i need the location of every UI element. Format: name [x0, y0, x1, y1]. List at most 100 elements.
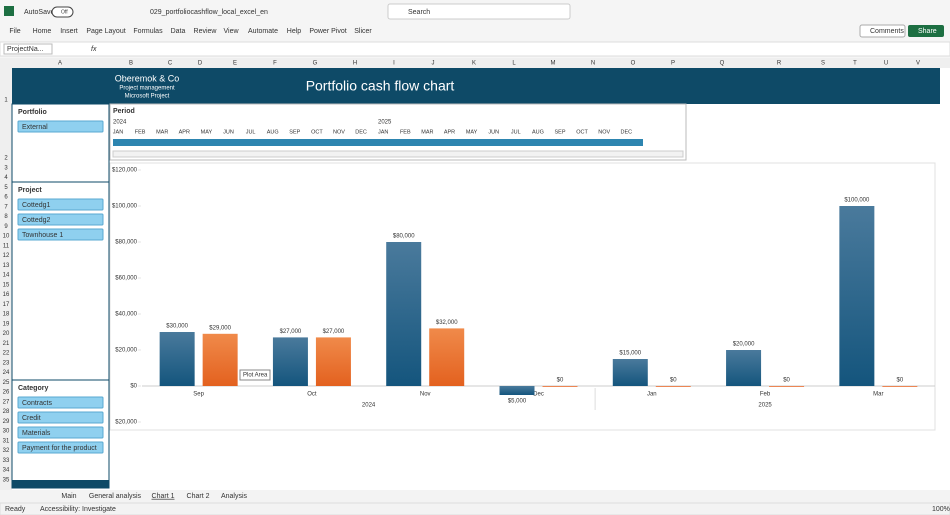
slicer-item[interactable] [17, 213, 104, 226]
row-header: 27 [3, 399, 10, 405]
x-group-label: 2024 [362, 403, 376, 409]
ribbon-tab[interactable]: Automate [248, 28, 278, 35]
column-header: A [58, 61, 62, 67]
slicer-item[interactable] [17, 426, 104, 439]
search-box[interactable] [387, 3, 571, 20]
data-label: $0 [670, 378, 677, 384]
timeline-month: JUL [246, 129, 256, 135]
sheet-title: Portfolio cash flow chart [306, 78, 455, 94]
x-tick-label: Jan [647, 392, 657, 398]
sheet-tab[interactable]: Main [61, 493, 76, 500]
slicer-item-label: Payment for the product [22, 445, 97, 452]
autosave-toggle[interactable] [51, 6, 74, 18]
timeline-bar [113, 139, 643, 146]
bar [769, 386, 805, 387]
timeline-month: DEC [620, 129, 632, 135]
ribbon-tab[interactable]: Formulas [133, 28, 163, 35]
timeline-month: MAY [466, 129, 478, 135]
slicer-item[interactable] [17, 120, 104, 133]
header-line2: Microsoft Project [125, 94, 170, 100]
tooltip-box [239, 369, 271, 381]
share: Share [918, 28, 937, 35]
slicer-item[interactable] [17, 441, 104, 454]
slicer-item-label: External [22, 124, 48, 131]
timeline-year: 2024 [113, 120, 127, 126]
ribbon-tab[interactable]: Help [287, 28, 302, 35]
sheet-tab[interactable]: General analysis [89, 493, 142, 500]
timeline-month: NOV [333, 129, 345, 135]
slicer-item-label: Materials [22, 430, 51, 437]
bar [315, 337, 351, 386]
row-header: 30 [3, 429, 10, 435]
column-header: G [313, 61, 318, 67]
x-tick-label: Mar [873, 392, 883, 398]
slicer-item[interactable] [17, 228, 104, 241]
row-header: 22 [3, 351, 10, 357]
share-button[interactable] [908, 25, 944, 37]
slicer-item[interactable] [17, 198, 104, 211]
ribbon-tab[interactable]: Insert [60, 28, 78, 35]
timeline-month: MAR [156, 129, 168, 135]
row-header: 4 [4, 175, 8, 181]
row-header: 28 [3, 409, 10, 415]
ribbon-tab[interactable]: Slicer [354, 28, 372, 35]
timeline-scroll[interactable] [112, 150, 684, 158]
sheet-tab[interactable]: Chart 2 [187, 493, 210, 500]
ribbon-tab[interactable]: Power Pivot [309, 28, 346, 35]
slicer-item[interactable] [17, 396, 104, 409]
timeline-month: AUG [532, 129, 544, 135]
ribbon-tab[interactable]: View [223, 28, 239, 35]
ribbon-tab[interactable]: Data [171, 28, 186, 35]
search: Search [408, 9, 430, 16]
sheet-tab[interactable]: Chart 1 [152, 493, 175, 500]
company: Oberemok & Co [115, 73, 180, 83]
timeline-month: JAN [113, 129, 123, 135]
timeline-month: OCT [576, 129, 588, 135]
slicer-item[interactable] [17, 411, 104, 424]
data-label: $0 [897, 378, 904, 384]
data-label: $100,000 [844, 198, 870, 204]
ribbon-tab[interactable]: Home [33, 28, 52, 35]
timeline-month: FEB [400, 129, 411, 135]
row-header: 24 [3, 370, 10, 376]
formula-bar [0, 41, 950, 57]
x-group-label: 2025 [758, 403, 772, 409]
row-header: 21 [3, 341, 10, 347]
column-header: D [198, 61, 203, 67]
header-band [12, 68, 940, 104]
column-header: T [853, 61, 857, 67]
timeline-month: OCT [311, 129, 323, 135]
row-header: 11 [3, 243, 10, 249]
column-header: L [512, 61, 516, 67]
row-header: 16 [3, 292, 10, 298]
row-header: 18 [3, 312, 10, 318]
timeline-month: JUL [511, 129, 521, 135]
column-header: R [777, 61, 782, 67]
timeline-month: JUN [223, 129, 234, 135]
bar [386, 242, 422, 386]
data-label: $15,000 [619, 351, 641, 357]
timeline-month: JUN [488, 129, 499, 135]
column-header: I [393, 61, 395, 67]
row-header: 32 [3, 448, 10, 454]
ribbon-tab[interactable]: Page Layout [86, 28, 125, 35]
column-header: U [884, 61, 888, 67]
comments-button[interactable] [859, 24, 906, 38]
sheet-tab[interactable]: Analysis [221, 493, 248, 500]
y-tick-label: $80,000 [115, 240, 137, 246]
row-header: 34 [3, 468, 10, 474]
ribbon-tab[interactable]: Review [194, 28, 218, 35]
comments: Comments [870, 28, 904, 35]
timeline-month: SEP [289, 129, 300, 135]
name-box[interactable] [3, 43, 53, 55]
row-header: 1 [4, 98, 8, 104]
slicer-title: Project [18, 187, 42, 194]
data-label: $20,000 [733, 342, 755, 348]
column-header-bg [0, 58, 950, 68]
data-label: $29,000 [209, 325, 231, 331]
bar [159, 332, 195, 386]
bar [202, 333, 238, 386]
row-header: 15 [3, 282, 10, 288]
row-header: 23 [3, 360, 10, 366]
ribbon-tab[interactable]: File [9, 28, 20, 35]
